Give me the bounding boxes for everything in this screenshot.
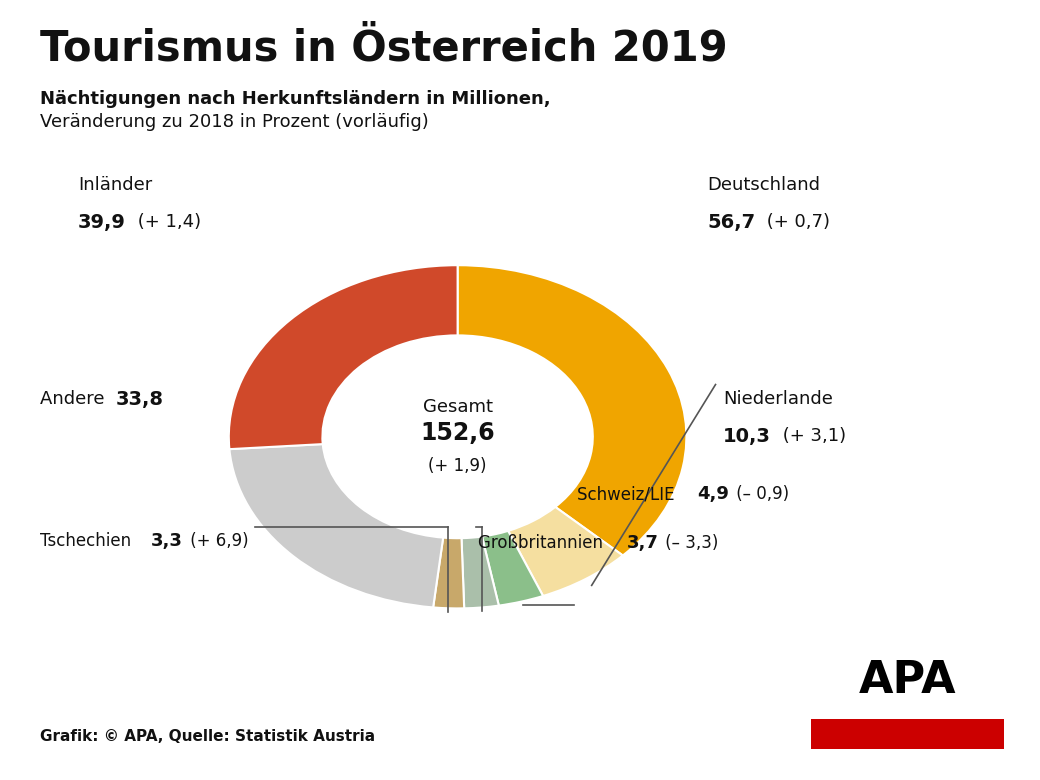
Text: (+ 3,1): (+ 3,1) — [777, 427, 846, 445]
Text: Großbritannien: Großbritannien — [478, 534, 608, 552]
Text: (– 3,3): (– 3,3) — [660, 534, 719, 552]
Text: 152,6: 152,6 — [420, 421, 495, 445]
Text: Deutschland: Deutschland — [707, 176, 821, 193]
Wedge shape — [229, 265, 458, 449]
Text: Nächtigungen nach Herkunftsländern in Millionen,: Nächtigungen nach Herkunftsländern in Mi… — [40, 90, 550, 108]
Text: Niederlande: Niederlande — [723, 390, 833, 408]
Text: Tschechien: Tschechien — [40, 532, 136, 550]
Text: 33,8: 33,8 — [115, 390, 163, 409]
Text: Andere: Andere — [40, 390, 110, 408]
Text: 4,9: 4,9 — [697, 485, 729, 503]
Text: 10,3: 10,3 — [723, 427, 771, 446]
Text: 3,7: 3,7 — [627, 534, 659, 552]
Text: Inländer: Inländer — [78, 176, 152, 193]
Text: 3,3: 3,3 — [151, 532, 183, 550]
Text: (+ 1,4): (+ 1,4) — [132, 213, 201, 231]
Text: (+ 6,9): (+ 6,9) — [185, 532, 249, 550]
Text: (+ 0,7): (+ 0,7) — [761, 213, 830, 231]
Text: 39,9: 39,9 — [78, 213, 126, 232]
Wedge shape — [482, 531, 543, 605]
Wedge shape — [509, 507, 623, 596]
Wedge shape — [433, 537, 464, 608]
Text: Schweiz/LIE: Schweiz/LIE — [577, 485, 680, 503]
Text: (– 0,9): (– 0,9) — [731, 485, 789, 503]
Bar — [811, 719, 1004, 749]
Text: Tourismus in Österreich 2019: Tourismus in Österreich 2019 — [40, 27, 727, 69]
Text: Grafik: © APA, Quelle: Statistik Austria: Grafik: © APA, Quelle: Statistik Austria — [40, 729, 374, 744]
Text: APA: APA — [859, 659, 957, 702]
Text: Veränderung zu 2018 in Prozent (vorläufig): Veränderung zu 2018 in Prozent (vorläufi… — [40, 113, 428, 131]
Wedge shape — [230, 444, 443, 608]
Text: 56,7: 56,7 — [707, 213, 755, 232]
Wedge shape — [462, 537, 499, 608]
Text: Gesamt: Gesamt — [422, 398, 493, 417]
Wedge shape — [458, 265, 686, 555]
Text: (+ 1,9): (+ 1,9) — [428, 457, 487, 476]
